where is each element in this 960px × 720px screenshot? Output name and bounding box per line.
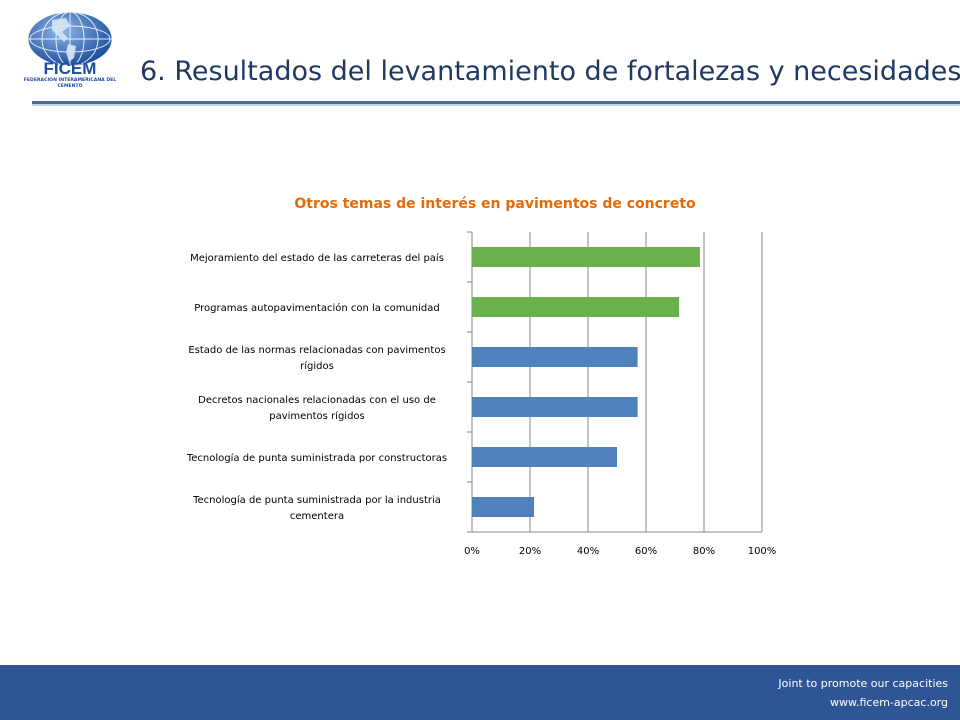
- ficem-logo: FICEM FEDERACIÓN INTERAMERICANA DEL CEME…: [22, 8, 118, 94]
- logo-org-name: FEDERACIÓN INTERAMERICANA DEL CEMENTO: [23, 78, 117, 89]
- x-tick-label: 100%: [748, 546, 777, 557]
- footer-website: www.ficem-apcac.org: [829, 696, 948, 709]
- category-label: Programas autopavimentación con la comun…: [194, 302, 439, 314]
- x-tick-label: 20%: [519, 546, 541, 557]
- category-label: Tecnología de punta suministrada por la …: [192, 494, 441, 522]
- bar: [472, 497, 535, 517]
- category-label: Estado de las normas relacionadas con pa…: [188, 345, 445, 372]
- bar: [472, 397, 638, 417]
- bar: [472, 347, 638, 367]
- category-label: Mejoramiento del estado de las carretera…: [190, 252, 444, 264]
- bar: [472, 297, 680, 317]
- globe-icon: FICEM: [27, 11, 113, 78]
- category-label: Tecnología de punta suministrada por con…: [186, 452, 447, 464]
- footer-tagline: Joint to promote our capacities: [778, 677, 948, 690]
- chart-title: Otros temas de interés en pavimentos de …: [294, 196, 696, 212]
- title-divider-shadow: [32, 104, 960, 106]
- x-tick-label: 60%: [635, 546, 657, 557]
- bar: [472, 247, 700, 267]
- x-tick-label: 40%: [577, 546, 599, 557]
- category-label: Decretos nacionales relacionadas con el …: [198, 395, 436, 422]
- x-tick-label: 0%: [464, 546, 480, 557]
- footer-bar: Joint to promote our capacities www.fice…: [0, 665, 960, 720]
- logo-text: FICEM: [44, 59, 97, 78]
- bar: [472, 447, 617, 467]
- title-divider: [32, 101, 960, 104]
- x-tick-label: 80%: [693, 546, 715, 557]
- page-title: 6. Resultados del levantamiento de forta…: [140, 56, 960, 87]
